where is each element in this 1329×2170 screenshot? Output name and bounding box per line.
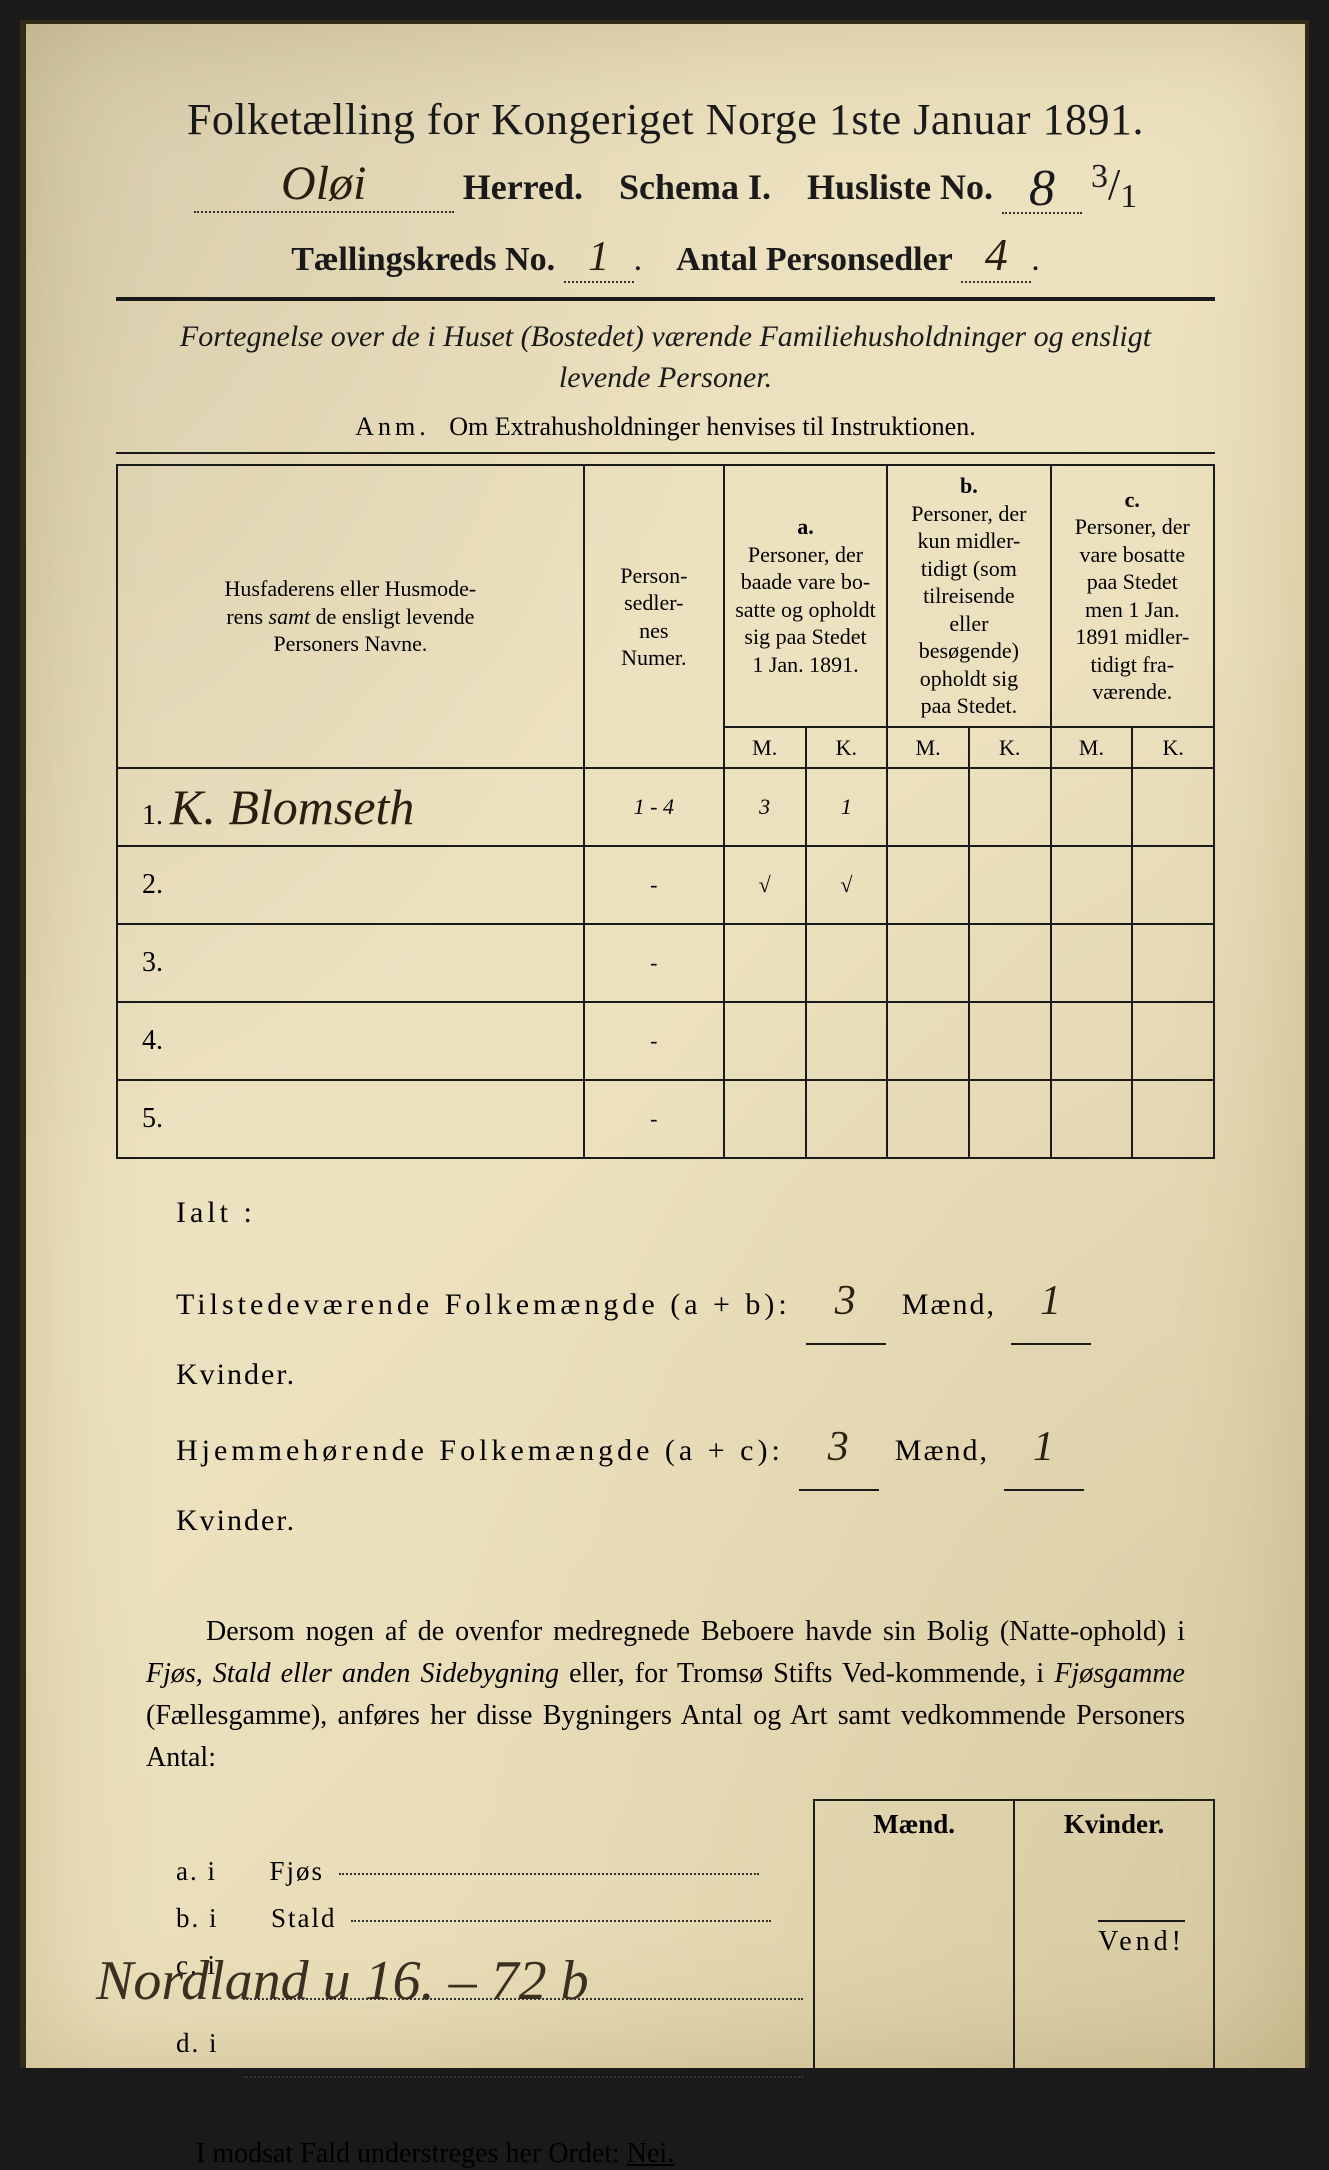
herred-line: Oløi Herred. Schema I. Husliste No. 8 3/… — [116, 153, 1215, 214]
cell-b_k — [969, 1080, 1051, 1158]
archive-annotation: Nordland u 16. – 72 b — [96, 1949, 589, 2013]
rule-2 — [116, 452, 1215, 454]
side-row: a. i Fjøs — [116, 1848, 1214, 1895]
modsat-note: I modsat Fald understreges her Ordet: Ne… — [196, 2138, 1215, 2170]
schema-label: Schema I. — [619, 167, 771, 207]
cell-a_k: √ — [806, 846, 888, 924]
cell-a_m: 3 — [724, 768, 806, 846]
table-row: 4. - — [117, 1002, 1214, 1080]
cell-b_k — [969, 846, 1051, 924]
household-table: Husfaderens eller Husmode-rens samt de e… — [116, 464, 1215, 1159]
cell-a_k — [806, 924, 888, 1002]
cell-c_m — [1051, 924, 1133, 1002]
anm-note: Anm. Om Extrahusholdninger henvises til … — [116, 412, 1215, 442]
totals-block: Ialt : Tilstedeværende Folkemængde (a + … — [176, 1183, 1215, 1551]
cell-numer: - — [584, 1080, 724, 1158]
cell-numer: 1 - 4 — [584, 768, 724, 846]
col-b-m: M. — [887, 727, 969, 769]
cell-numer: - — [584, 1002, 724, 1080]
cell-c_k — [1132, 768, 1214, 846]
total-ab-k: 1 — [1011, 1259, 1091, 1345]
cell-b_m — [887, 1002, 969, 1080]
cell-a_k: 1 — [806, 768, 888, 846]
cell-a_m — [724, 924, 806, 1002]
ialt-label: Ialt : — [176, 1183, 1215, 1243]
cell-a_k — [806, 1002, 888, 1080]
table-row: 2. -√√ — [117, 846, 1214, 924]
table-row: 3. - — [117, 924, 1214, 1002]
herred-handwritten: Oløi — [281, 156, 366, 211]
cell-c_k — [1132, 1080, 1214, 1158]
census-form-page: Folketælling for Kongeriget Norge 1ste J… — [20, 20, 1309, 2068]
cell-a_m — [724, 1080, 806, 1158]
total-ac-m: 3 — [799, 1405, 879, 1491]
side-maend-header: Mænd. — [814, 1800, 1014, 1848]
nei-word: Nei. — [627, 2138, 674, 2169]
cell-a_m — [724, 1002, 806, 1080]
kreds-label: Tællingskreds No. — [291, 241, 555, 278]
row-name-cell: 1. K. Blomseth — [117, 768, 584, 846]
cell-c_m — [1051, 1080, 1133, 1158]
col-header-c: c. Personer, dervare bosattepaa Stedetme… — [1051, 465, 1214, 727]
form-description: Fortegnelse over de i Huset (Bostedet) v… — [156, 317, 1175, 398]
table-row: 5. - — [117, 1080, 1214, 1158]
totals-line-2: Hjemmehørende Folkemængde (a + c): 3 Mæn… — [176, 1405, 1215, 1551]
row-name-cell: 5. — [117, 1080, 584, 1158]
row-name-cell: 4. — [117, 1002, 584, 1080]
antal-label: Antal Personsedler — [676, 241, 953, 278]
cell-c_k — [1132, 846, 1214, 924]
vend-label: Vend! — [1098, 1920, 1185, 1958]
cell-a_m: √ — [724, 846, 806, 924]
side-row: d. i — [116, 2020, 1214, 2098]
row-name-cell: 3. — [117, 924, 584, 1002]
col-c-m: M. — [1051, 727, 1133, 769]
cell-c_k — [1132, 1002, 1214, 1080]
total-ab-m: 3 — [806, 1259, 886, 1345]
kreds-line: Tællingskreds No. 1 . Antal Personsedler… — [116, 228, 1215, 283]
side-row: b. i Stald — [116, 1895, 1214, 1942]
cell-c_k — [1132, 924, 1214, 1002]
table-row: 1. K. Blomseth1 - 431 — [117, 768, 1214, 846]
cell-a_k — [806, 1080, 888, 1158]
instruction-paragraph: Dersom nogen af de ovenfor medregnede Be… — [146, 1611, 1185, 1779]
husliste-label: Husliste No. — [807, 167, 993, 207]
cell-c_m — [1051, 1002, 1133, 1080]
person-name: K. Blomseth — [170, 778, 414, 836]
col-header-numer: Person-sedler-nesNumer. — [584, 465, 724, 768]
col-a-m: M. — [724, 727, 806, 769]
cell-c_m — [1051, 846, 1133, 924]
main-title: Folketælling for Kongeriget Norge 1ste J… — [116, 94, 1215, 145]
cell-b_k — [969, 924, 1051, 1002]
kreds-number: 1 — [588, 233, 609, 281]
herred-label: Herred. — [463, 167, 583, 207]
col-c-k: K. — [1132, 727, 1214, 769]
rule-1 — [116, 297, 1215, 301]
husliste-number: 8 — [1029, 160, 1055, 217]
col-a-k: K. — [806, 727, 888, 769]
cell-numer: - — [584, 924, 724, 1002]
col-header-a: a. Personer, derbaade vare bo-satte og o… — [724, 465, 887, 727]
side-kvinder-header: Kvinder. — [1014, 1800, 1214, 1848]
antal-number: 4 — [985, 228, 1008, 281]
col-b-k: K. — [969, 727, 1051, 769]
cell-b_k — [969, 1002, 1051, 1080]
row-name-cell: 2. — [117, 846, 584, 924]
total-ac-k: 1 — [1004, 1405, 1084, 1491]
cell-b_m — [887, 924, 969, 1002]
cell-b_k — [969, 768, 1051, 846]
cell-b_m — [887, 846, 969, 924]
cell-numer: - — [584, 846, 724, 924]
husliste-fraction: 3/1 — [1091, 159, 1137, 210]
cell-c_m — [1051, 768, 1133, 846]
cell-b_m — [887, 1080, 969, 1158]
col-header-b: b. Personer, derkun midler-tidigt (somti… — [887, 465, 1050, 727]
totals-line-1: Tilstedeværende Folkemængde (a + b): 3 M… — [176, 1259, 1215, 1405]
cell-b_m — [887, 768, 969, 846]
col-header-names: Husfaderens eller Husmode-rens samt de e… — [117, 465, 584, 768]
